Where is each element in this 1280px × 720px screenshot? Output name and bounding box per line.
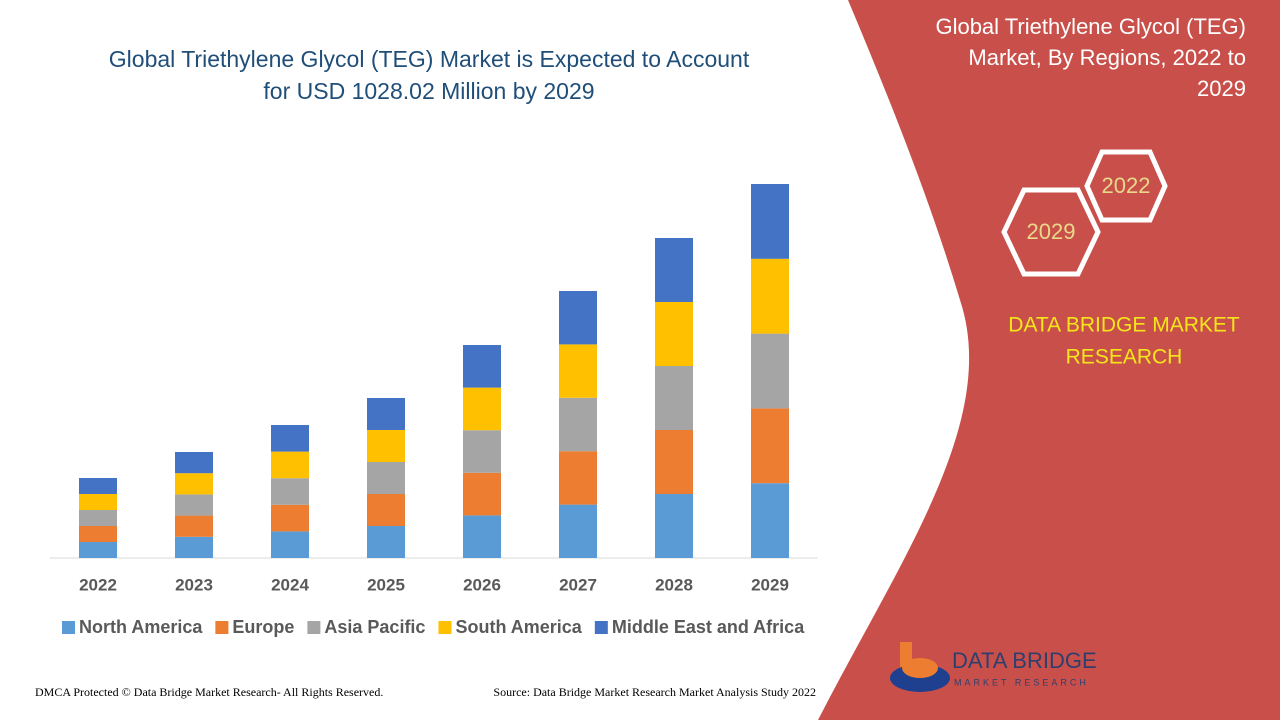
- logo-text: MARKET RESEARCH: [954, 677, 1089, 687]
- bar-segment: [463, 515, 501, 558]
- bar-segment: [175, 452, 213, 474]
- legend-swatch: [438, 621, 452, 634]
- bar-segment: [79, 542, 117, 558]
- x-tick-label: 2026: [463, 575, 501, 594]
- panel-title: 2029: [1197, 76, 1246, 101]
- hexagon: [1001, 187, 1101, 277]
- bar-segment: [655, 302, 693, 366]
- bar-segment: [559, 397, 597, 452]
- bar-segment: [367, 526, 405, 558]
- bar-segment: [751, 408, 789, 484]
- bar-segment: [751, 258, 789, 334]
- panel-title: Market, By Regions, 2022 to: [968, 45, 1246, 70]
- bar-segment: [271, 425, 309, 452]
- footer-copyright: DMCA Protected © Data Bridge Market Rese…: [35, 685, 383, 699]
- bar-segment: [271, 451, 309, 479]
- bar-segment: [175, 515, 213, 537]
- bar-segment: [559, 451, 597, 505]
- legend-swatch: [307, 621, 321, 634]
- brand-text: DATA BRIDGE MARKET: [1008, 314, 1240, 337]
- legend-swatch: [215, 621, 229, 634]
- bar-segment: [655, 238, 693, 302]
- legend: North America Europe Asia Pacific South Ame…: [62, 617, 805, 637]
- bar-segment: [271, 478, 309, 505]
- bar-segment: [175, 536, 213, 558]
- logo-text: DATA BRIDGE: [952, 648, 1097, 673]
- bar-segment: [463, 387, 501, 431]
- chart-title: Global Triethylene Glycol (TEG) Market i…: [109, 46, 750, 72]
- bar-segment: [367, 462, 405, 494]
- bar-segment: [367, 494, 405, 526]
- hexagon-label: 2029: [1027, 219, 1076, 244]
- bar-segment: [559, 344, 597, 398]
- bar-segment: [463, 345, 501, 388]
- legend-swatch: [62, 621, 75, 634]
- bar-segment: [79, 478, 117, 494]
- chart-title: for USD 1028.02 Million by 2029: [263, 78, 594, 104]
- bar-segment: [79, 510, 117, 526]
- bar-segment: [463, 472, 501, 516]
- bar-segment: [271, 504, 309, 532]
- x-tick-label: 2024: [271, 575, 309, 594]
- panel-title: Global Triethylene Glycol (TEG): [935, 14, 1246, 39]
- x-tick-label: 2027: [559, 575, 597, 594]
- legend-swatch: [594, 621, 608, 634]
- legend-label: North America: [79, 617, 203, 637]
- bar-segment: [655, 366, 693, 430]
- bar-segment: [271, 531, 309, 558]
- bar-segment: [751, 483, 789, 558]
- legend-label: Europe: [232, 617, 294, 637]
- brand-text: RESEARCH: [1066, 346, 1183, 369]
- x-tick-label: 2022: [79, 575, 117, 594]
- bar-segment: [79, 526, 117, 542]
- legend-label: Asia Pacific: [324, 617, 425, 637]
- bar-segment: [175, 473, 213, 495]
- x-tick-label: 2023: [175, 575, 213, 594]
- bar-segment: [175, 494, 213, 516]
- logo: DATA BRIDGE MARKET RESEARCH: [890, 642, 1097, 692]
- bar-segment: [751, 333, 789, 409]
- bar-segment: [367, 398, 405, 430]
- bar-segment: [655, 494, 693, 558]
- x-tick-label: 2028: [655, 575, 693, 594]
- x-tick-label: 2029: [751, 575, 789, 594]
- bar-segment: [751, 184, 789, 259]
- footer-source: Source: Data Bridge Market Research Mark…: [493, 685, 816, 699]
- bar-segment: [367, 430, 405, 462]
- bar-segment: [559, 291, 597, 345]
- bar-segment: [79, 494, 117, 510]
- side-panel: [818, 0, 1280, 720]
- logo-icon: [902, 658, 938, 678]
- legend-label: Middle East and Africa: [612, 617, 805, 637]
- bar-segment: [559, 504, 597, 558]
- x-tick-label: 2025: [367, 575, 405, 594]
- plot: 2022 2023 2024 2025 2026 2027 2028 2029: [79, 184, 789, 594]
- hexagon-label: 2022: [1102, 173, 1151, 198]
- legend-label: South America: [455, 617, 582, 637]
- bar-segment: [463, 430, 501, 473]
- bar-segment: [655, 430, 693, 494]
- hexagon: [1084, 149, 1168, 223]
